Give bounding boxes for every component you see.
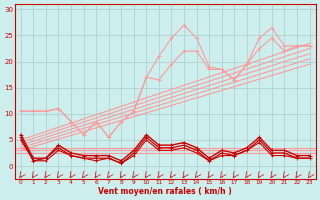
X-axis label: Vent moyen/en rafales ( km/h ): Vent moyen/en rafales ( km/h ) bbox=[98, 187, 232, 196]
